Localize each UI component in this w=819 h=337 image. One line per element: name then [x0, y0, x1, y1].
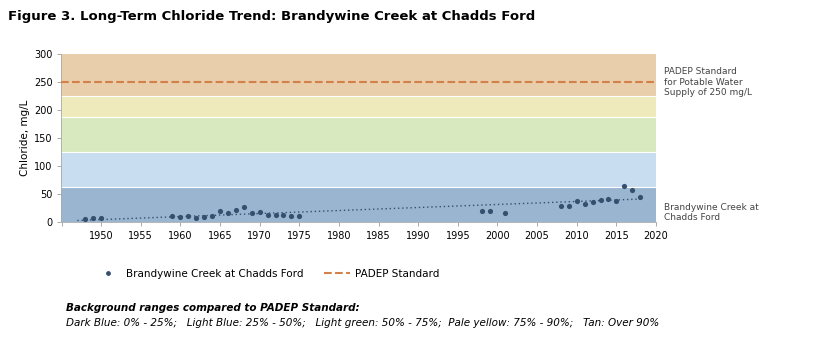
Point	[569, 198, 582, 204]
Point	[165, 214, 179, 219]
Point	[625, 187, 638, 192]
Point	[577, 201, 590, 207]
Point	[593, 197, 606, 203]
Point	[229, 207, 242, 213]
Point	[554, 203, 567, 208]
Bar	[61, 117, 655, 152]
Text: Figure 3. Long-Term Chloride Trend: Brandywine Creek at Chadds Ford: Figure 3. Long-Term Chloride Trend: Bran…	[8, 10, 535, 23]
Point	[474, 208, 487, 213]
Point	[498, 210, 511, 216]
Point	[562, 204, 575, 209]
Bar	[61, 152, 655, 187]
Text: Background ranges compared to PADEP Standard:: Background ranges compared to PADEP Stan…	[66, 303, 359, 313]
Point	[206, 214, 219, 219]
Bar	[61, 96, 655, 117]
Point	[269, 212, 282, 218]
Point	[245, 211, 258, 216]
Point	[284, 214, 297, 219]
Point	[237, 205, 250, 210]
Point	[174, 214, 187, 219]
Point	[87, 216, 100, 221]
Point	[617, 184, 630, 189]
Point	[609, 198, 622, 204]
Point	[221, 210, 234, 216]
Point	[292, 213, 305, 218]
Point	[79, 216, 92, 222]
Point	[633, 194, 646, 199]
Bar	[61, 187, 655, 222]
Bar	[61, 54, 655, 96]
Text: Brandywine Creek at
Chadds Ford: Brandywine Creek at Chadds Ford	[663, 203, 758, 222]
Point	[189, 216, 202, 221]
Point	[277, 212, 290, 218]
Point	[260, 212, 274, 217]
Point	[213, 209, 226, 214]
Point	[253, 210, 266, 215]
Point	[586, 199, 599, 204]
Point	[182, 213, 195, 218]
Text: PADEP Standard
for Potable Water
Supply of 250 mg/L: PADEP Standard for Potable Water Supply …	[663, 67, 751, 97]
Legend: Brandywine Creek at Chadds Ford, PADEP Standard: Brandywine Creek at Chadds Ford, PADEP S…	[90, 265, 444, 283]
Y-axis label: Chloride, mg/L: Chloride, mg/L	[20, 100, 29, 176]
Text: Dark Blue: 0% - 25%;   Light Blue: 25% - 50%;   Light green: 50% - 75%;  Pale ye: Dark Blue: 0% - 25%; Light Blue: 25% - 5…	[66, 318, 658, 329]
Point	[601, 196, 614, 202]
Point	[482, 209, 495, 214]
Point	[94, 215, 107, 221]
Point	[197, 214, 210, 219]
